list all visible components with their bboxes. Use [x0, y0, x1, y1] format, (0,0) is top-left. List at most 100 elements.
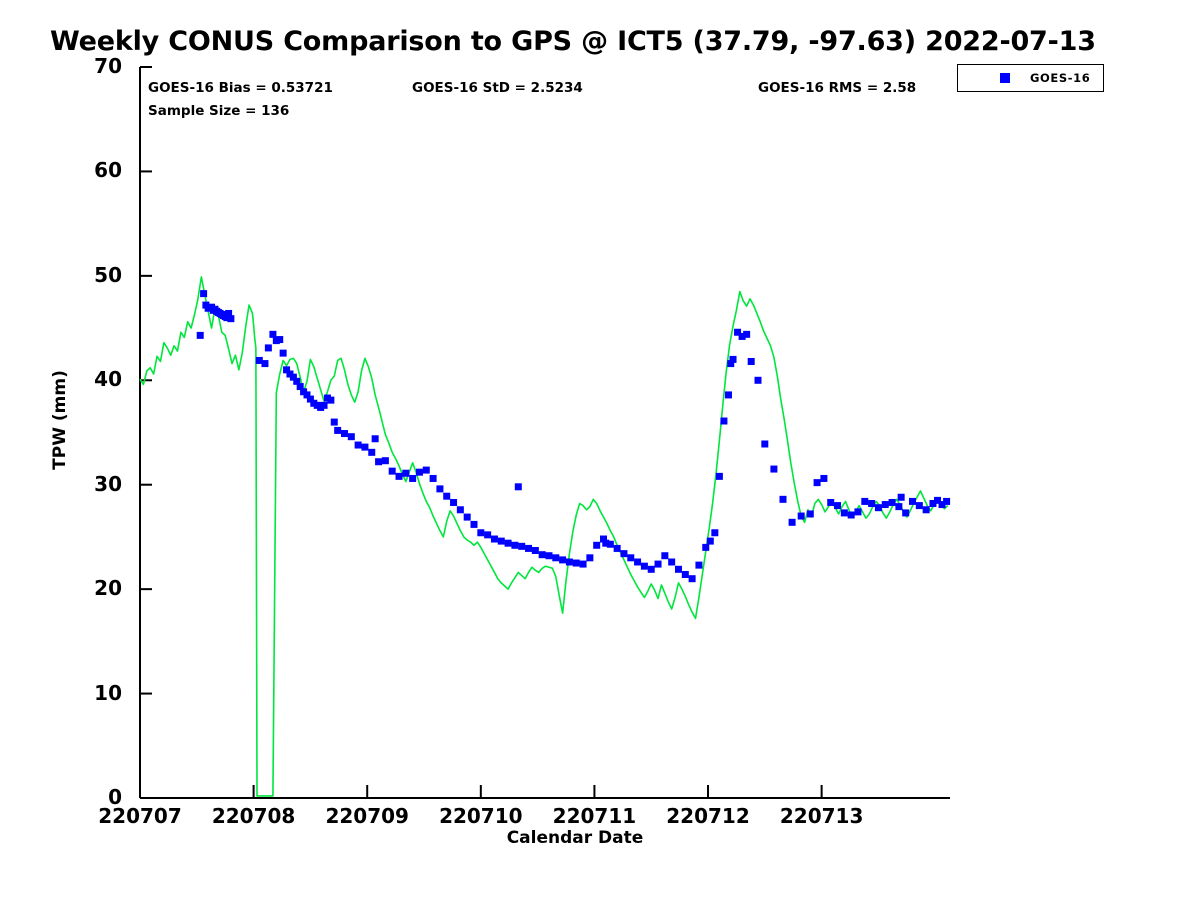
data-point-marker: [327, 396, 335, 404]
data-point-marker: [834, 502, 842, 510]
y-axis-ticks: [140, 66, 152, 799]
data-point-marker: [514, 483, 522, 491]
data-point-marker: [770, 465, 778, 473]
data-point-marker: [484, 531, 492, 539]
data-point-marker: [668, 558, 676, 566]
data-point-marker: [196, 331, 204, 339]
data-point-marker: [490, 535, 498, 543]
data-point-marker: [938, 501, 946, 509]
data-point-marker: [724, 391, 732, 399]
data-point-marker: [283, 366, 291, 374]
data-point-marker: [720, 417, 728, 425]
y-tick-label: 60: [94, 158, 122, 183]
data-point-marker: [422, 466, 430, 474]
data-point-marker: [395, 472, 403, 480]
data-point-marker: [874, 504, 882, 512]
stat-rms-annotation: GOES-16 RMS = 2.58: [758, 80, 917, 96]
data-point-marker: [354, 441, 362, 449]
data-point-marker: [868, 500, 876, 508]
data-point-marker: [264, 344, 272, 352]
data-point-marker: [371, 435, 379, 443]
data-point-marker: [820, 474, 828, 482]
data-point-marker: [518, 542, 526, 550]
data-point-marker: [943, 497, 951, 505]
data-point-marker: [572, 559, 580, 567]
data-point-marker: [711, 529, 719, 537]
data-point-marker: [565, 558, 573, 566]
data-point-marker: [368, 448, 376, 456]
data-point-marker: [525, 544, 533, 552]
data-point-marker: [602, 539, 610, 547]
data-point-marker: [361, 443, 369, 451]
data-point-marker: [674, 565, 682, 573]
data-point-marker: [436, 485, 444, 493]
x-tick-label: 220711: [552, 804, 637, 828]
x-tick-label: 220712: [666, 804, 750, 828]
goes16-scatter-series: [196, 290, 951, 583]
data-point-marker: [296, 383, 304, 391]
data-point-marker: [289, 373, 297, 381]
data-point-marker: [531, 547, 539, 554]
data-point-marker: [450, 498, 458, 506]
data-point-marker: [388, 467, 396, 475]
data-point-marker: [200, 290, 208, 298]
data-point-marker: [606, 540, 614, 548]
y-tick-label: 0: [108, 785, 122, 809]
data-point-marker: [429, 474, 437, 482]
data-point-marker: [347, 433, 355, 441]
data-point-marker: [627, 554, 635, 562]
x-axis-ticks: [139, 785, 823, 798]
data-point-marker: [647, 565, 655, 573]
data-point-marker: [754, 376, 762, 384]
data-point-marker: [779, 495, 787, 503]
data-point-marker: [579, 560, 587, 568]
data-point-marker: [729, 355, 737, 363]
data-point-marker: [738, 332, 746, 340]
data-point-marker: [586, 554, 594, 562]
data-point-marker: [797, 512, 805, 520]
x-tick-label: 220709: [325, 804, 409, 828]
page-title: Weekly CONUS Comparison to GPS @ ICT5 (3…: [50, 26, 1096, 57]
data-point-marker: [897, 493, 905, 501]
data-point-marker: [702, 543, 710, 551]
data-point-marker: [706, 537, 714, 545]
legend-box: [957, 64, 1104, 92]
data-point-marker: [634, 558, 642, 566]
data-point-marker: [293, 377, 301, 385]
data-point-marker: [456, 506, 464, 514]
data-point-marker: [306, 395, 314, 403]
data-point-marker: [861, 497, 869, 505]
data-point-marker: [813, 479, 821, 487]
data-point-marker: [788, 518, 796, 526]
data-point-marker: [470, 520, 478, 528]
data-point-marker: [613, 544, 621, 552]
gps-trace: [139, 276, 949, 797]
x-axis-label: Calendar Date: [506, 828, 644, 848]
data-point-marker: [895, 503, 903, 511]
stat-sample-size-annotation: Sample Size = 136: [148, 103, 290, 119]
data-point-marker: [922, 506, 930, 514]
data-point-marker: [840, 509, 848, 517]
x-tick-label: 220713: [779, 804, 864, 828]
data-point-marker: [202, 301, 210, 309]
data-point-marker: [854, 508, 862, 516]
data-point-marker: [600, 535, 608, 543]
data-point-marker: [276, 336, 284, 344]
y-tick-label: 30: [94, 471, 122, 496]
data-point-marker: [334, 426, 342, 434]
stat-std-annotation: GOES-16 StD = 2.5234: [412, 80, 583, 96]
data-point-marker: [881, 501, 889, 509]
data-point-marker: [909, 497, 917, 505]
data-point-marker: [511, 541, 519, 549]
data-point-marker: [715, 472, 723, 480]
y-tick-label: 50: [94, 262, 122, 287]
data-point-marker: [497, 537, 505, 545]
data-point-marker: [734, 328, 742, 336]
data-point-marker: [381, 457, 389, 465]
data-point-marker: [620, 550, 628, 558]
stat-bias-annotation: GOES-16 Bias = 0.53721: [148, 80, 333, 96]
data-point-marker: [761, 440, 769, 448]
x-tick-label: 220710: [439, 804, 523, 828]
data-point-marker: [559, 556, 567, 564]
